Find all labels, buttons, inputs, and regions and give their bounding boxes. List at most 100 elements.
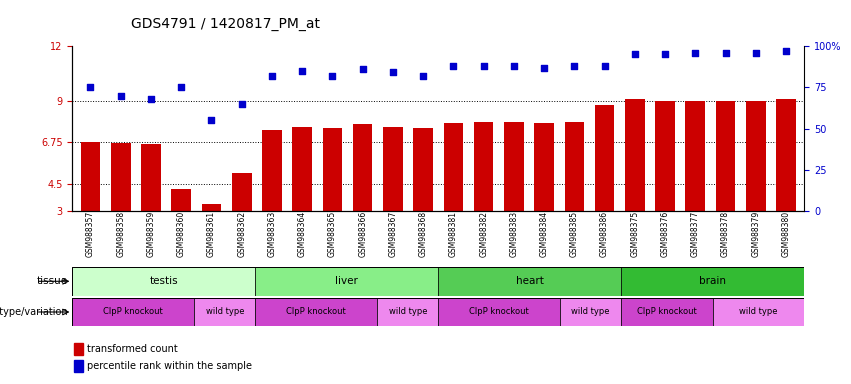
Bar (564, 122, 584, 266)
Text: testis: testis (150, 276, 178, 286)
Text: heart: heart (516, 276, 544, 286)
Text: GSM988378: GSM988378 (721, 211, 730, 257)
Text: genotype/variation: genotype/variation (0, 307, 68, 317)
Bar (293, 127, 312, 266)
Text: ClpP knockout: ClpP knockout (470, 308, 529, 316)
Point (477, 63, 490, 69)
Bar (202, 204, 221, 266)
Bar (686, 101, 705, 266)
Bar (504, 122, 523, 266)
Point (537, 65, 551, 71)
Bar (255, 298, 377, 326)
Bar (74, 360, 83, 372)
Text: transformed count: transformed count (87, 344, 178, 354)
Point (719, 50, 733, 56)
Bar (655, 101, 675, 266)
Point (507, 63, 521, 69)
Point (780, 48, 793, 54)
Text: GSM988368: GSM988368 (419, 211, 428, 257)
Text: brain: brain (700, 276, 726, 286)
Bar (81, 142, 100, 266)
Text: GSM988365: GSM988365 (328, 211, 337, 257)
Text: GSM988359: GSM988359 (146, 211, 156, 257)
Text: wild type: wild type (740, 308, 778, 316)
Bar (595, 105, 614, 266)
Point (447, 63, 460, 69)
Text: GSM988360: GSM988360 (177, 211, 186, 257)
Text: percentile rank within the sample: percentile rank within the sample (87, 361, 252, 371)
Bar (621, 298, 712, 326)
Bar (171, 189, 191, 266)
Bar (194, 298, 255, 326)
Text: GSM988361: GSM988361 (207, 211, 216, 257)
Text: GSM988363: GSM988363 (267, 211, 277, 257)
Text: GSM988379: GSM988379 (751, 211, 760, 257)
Bar (377, 298, 438, 326)
Bar (323, 128, 342, 266)
Point (659, 51, 672, 58)
Text: GSM988386: GSM988386 (600, 211, 609, 257)
Bar (72, 298, 194, 326)
Bar (141, 144, 161, 266)
Bar (438, 298, 560, 326)
Bar (443, 123, 463, 266)
Bar (353, 124, 373, 266)
Bar (111, 143, 130, 266)
Text: GSM988357: GSM988357 (86, 211, 95, 257)
Bar (414, 128, 433, 266)
Point (114, 93, 128, 99)
Text: tissue: tissue (37, 276, 68, 286)
Text: GSM988376: GSM988376 (660, 211, 670, 257)
Text: GSM988385: GSM988385 (570, 211, 579, 257)
Text: GSM988362: GSM988362 (237, 211, 246, 257)
Point (568, 63, 581, 69)
Bar (74, 343, 83, 355)
Text: GSM988366: GSM988366 (358, 211, 367, 257)
Text: ClpP knockout: ClpP knockout (637, 308, 697, 316)
Text: GSM988377: GSM988377 (691, 211, 700, 257)
Text: GSM988383: GSM988383 (510, 211, 518, 257)
Bar (534, 123, 554, 266)
Point (266, 73, 279, 79)
Bar (776, 99, 796, 266)
Point (83, 84, 97, 91)
Text: liver: liver (335, 276, 358, 286)
Point (144, 96, 157, 102)
Text: wild type: wild type (206, 308, 244, 316)
Text: GSM988382: GSM988382 (479, 211, 488, 257)
Text: GSM988384: GSM988384 (540, 211, 549, 257)
Text: GSM988381: GSM988381 (448, 211, 458, 257)
Bar (746, 101, 766, 266)
Bar (438, 267, 621, 296)
Text: ClpP knockout: ClpP knockout (287, 308, 346, 316)
Point (235, 101, 248, 107)
Point (204, 117, 218, 123)
Bar (625, 99, 645, 266)
Text: wild type: wild type (572, 308, 610, 316)
Text: GSM988375: GSM988375 (631, 211, 639, 257)
Text: GSM988380: GSM988380 (781, 211, 791, 257)
Text: GSM988358: GSM988358 (117, 211, 125, 257)
Text: GSM988364: GSM988364 (298, 211, 306, 257)
Point (356, 66, 369, 72)
Bar (716, 101, 735, 266)
Bar (383, 127, 403, 266)
Bar (255, 267, 438, 296)
Point (597, 63, 611, 69)
Bar (474, 122, 494, 266)
Bar (231, 173, 252, 266)
Point (386, 70, 400, 76)
Bar (712, 298, 804, 326)
Bar (262, 131, 282, 266)
Point (174, 84, 188, 91)
Text: GSM988367: GSM988367 (388, 211, 397, 257)
Text: GDS4791 / 1420817_PM_at: GDS4791 / 1420817_PM_at (131, 17, 320, 31)
Point (688, 50, 702, 56)
Bar (621, 267, 804, 296)
Text: ClpP knockout: ClpP knockout (104, 308, 163, 316)
Bar (560, 298, 621, 326)
Point (295, 68, 309, 74)
Text: wild type: wild type (389, 308, 427, 316)
Point (326, 73, 340, 79)
Bar (72, 267, 255, 296)
